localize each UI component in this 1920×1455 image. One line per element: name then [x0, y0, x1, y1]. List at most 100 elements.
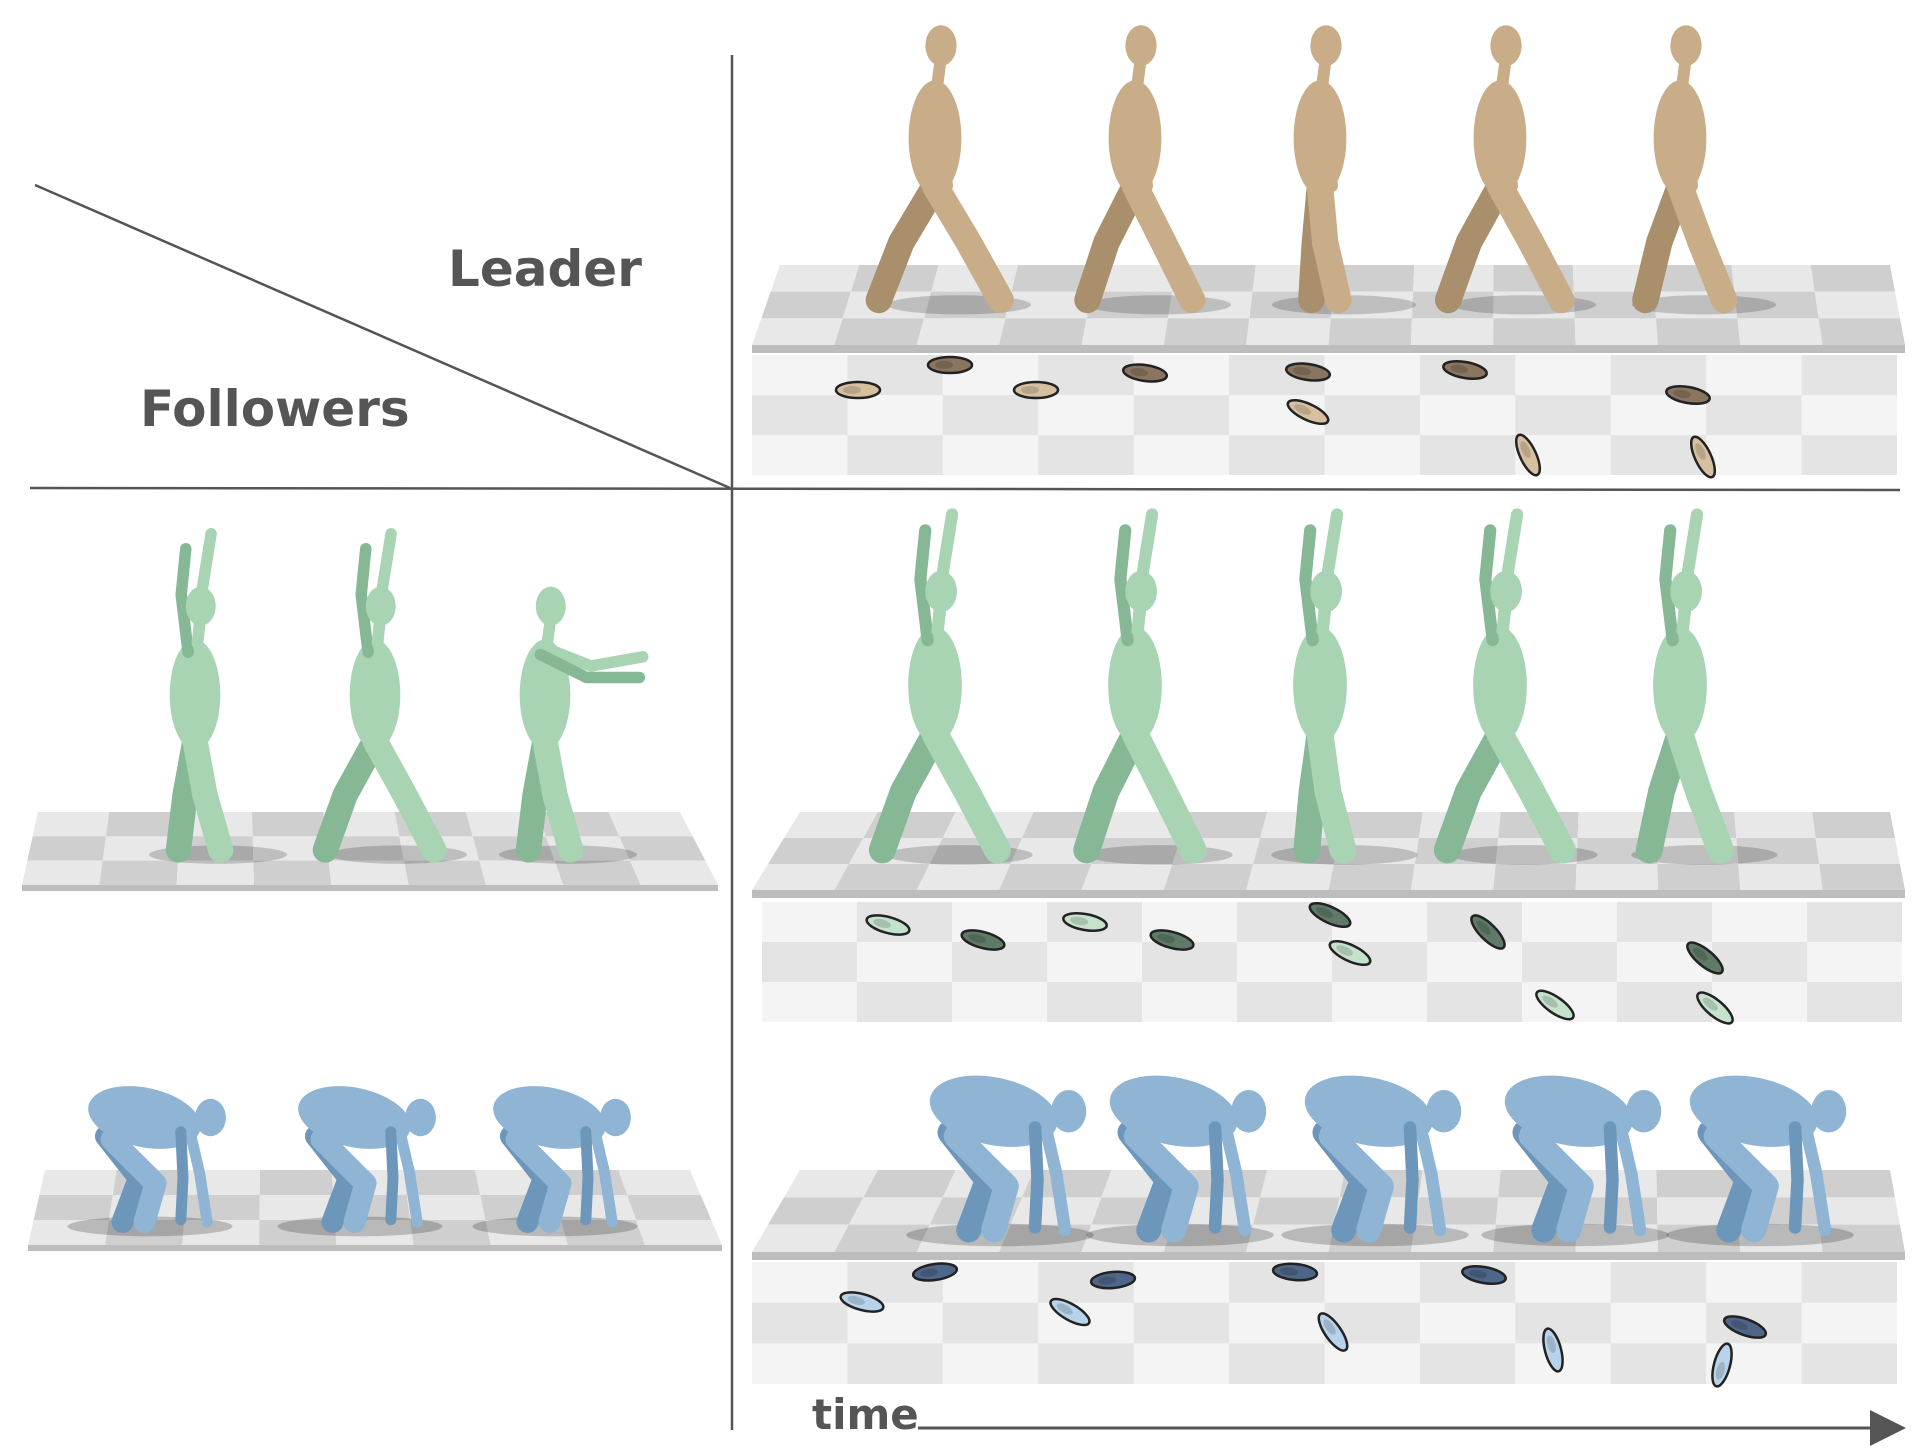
shadow	[1087, 295, 1231, 315]
torso	[1109, 1075, 1238, 1147]
limb	[931, 60, 946, 90]
footprint	[865, 914, 911, 936]
strip-tile	[1801, 435, 1897, 475]
torso	[1293, 626, 1347, 744]
floor-tile	[1081, 318, 1168, 345]
floor-tile	[1328, 318, 1412, 345]
human-figure	[1433, 508, 1598, 865]
strip-tile	[1133, 1302, 1230, 1344]
head	[1051, 1090, 1087, 1133]
limb	[1797, 1113, 1832, 1237]
floor-tile	[1737, 318, 1823, 345]
floor-tile	[999, 864, 1092, 890]
floor-tile	[1736, 838, 1820, 864]
floor-tile	[1260, 1170, 1345, 1198]
head	[1426, 1090, 1462, 1133]
strip-tile	[752, 395, 848, 435]
floor-tile	[1410, 318, 1494, 345]
floor-tile	[1414, 1197, 1499, 1225]
strip-tile	[1801, 1262, 1897, 1303]
strip-tile	[1047, 982, 1142, 1022]
followers-label: Followers	[140, 380, 410, 438]
floor-tile	[1814, 291, 1900, 319]
footprint	[1696, 991, 1734, 1025]
footprint	[1686, 941, 1724, 975]
limb	[1496, 60, 1511, 90]
torso	[493, 1086, 606, 1149]
limb	[1496, 605, 1511, 637]
limb	[1037, 1113, 1072, 1237]
human-figure	[906, 1075, 1094, 1247]
green-footprint-strip	[762, 901, 1902, 1025]
torso	[1504, 1075, 1633, 1147]
footprint	[1286, 398, 1330, 426]
floor-tile	[1819, 864, 1905, 890]
limb	[943, 1123, 1019, 1243]
floor-edge	[28, 1245, 722, 1251]
limb	[1434, 172, 1514, 314]
limb	[1666, 172, 1738, 314]
strip-tile	[762, 942, 857, 982]
strip-tile	[1807, 902, 1902, 942]
limb	[931, 84, 953, 192]
footprint	[1121, 363, 1169, 383]
limb	[393, 1119, 423, 1228]
floor-tile	[28, 1220, 109, 1245]
limb	[1217, 1113, 1252, 1237]
floor-tile	[22, 860, 103, 885]
leader-figures	[865, 25, 1776, 315]
limb	[1131, 84, 1153, 192]
green-follower-floor	[752, 812, 1905, 898]
strip-tile	[1237, 982, 1332, 1022]
limb	[1486, 720, 1576, 864]
limb	[868, 720, 949, 864]
limb	[1496, 84, 1518, 192]
strip-tile	[1515, 395, 1611, 435]
floor-tile	[33, 1195, 113, 1220]
footprint	[1542, 1327, 1564, 1373]
limb	[1403, 1121, 1419, 1234]
floor-tile	[752, 864, 849, 890]
limb	[1131, 60, 1146, 90]
floor-tile	[834, 1224, 930, 1252]
limb	[312, 728, 388, 863]
footprint	[1514, 433, 1542, 477]
head	[1490, 570, 1522, 613]
limb	[1316, 60, 1331, 90]
footprint	[1062, 911, 1108, 933]
head	[1231, 1090, 1267, 1133]
floor-edge	[22, 885, 718, 891]
human-figure	[1086, 1075, 1274, 1247]
floor-tile	[259, 1220, 337, 1245]
head	[925, 25, 957, 67]
human-figure	[312, 528, 467, 864]
head	[1310, 25, 1342, 67]
floor-tile	[627, 1195, 712, 1220]
floor-tile	[916, 864, 1011, 890]
floor-tile	[27, 836, 106, 861]
floor-tile	[608, 812, 693, 837]
floor-tile	[1253, 1197, 1340, 1225]
torso	[908, 626, 962, 744]
strip-tile	[1419, 435, 1516, 475]
floor-tile	[1246, 318, 1331, 345]
strip-tile	[847, 435, 943, 475]
limb	[385, 1126, 399, 1226]
limb	[1121, 172, 1206, 314]
floor-edge	[752, 890, 1905, 898]
limb	[1114, 524, 1134, 647]
footprint	[1689, 435, 1717, 479]
human-figure	[1481, 1075, 1669, 1247]
floor-tile	[259, 1195, 335, 1220]
limb	[865, 172, 949, 314]
limb	[1666, 720, 1734, 864]
footprint	[1149, 929, 1195, 951]
green-example-figures	[149, 528, 649, 864]
footprint	[1665, 384, 1711, 406]
head	[535, 586, 566, 626]
footprint	[960, 929, 1006, 951]
human-figure	[1281, 1075, 1469, 1247]
head	[195, 1098, 226, 1137]
floor-tile	[1656, 1197, 1739, 1225]
floor-tile	[1410, 864, 1496, 890]
